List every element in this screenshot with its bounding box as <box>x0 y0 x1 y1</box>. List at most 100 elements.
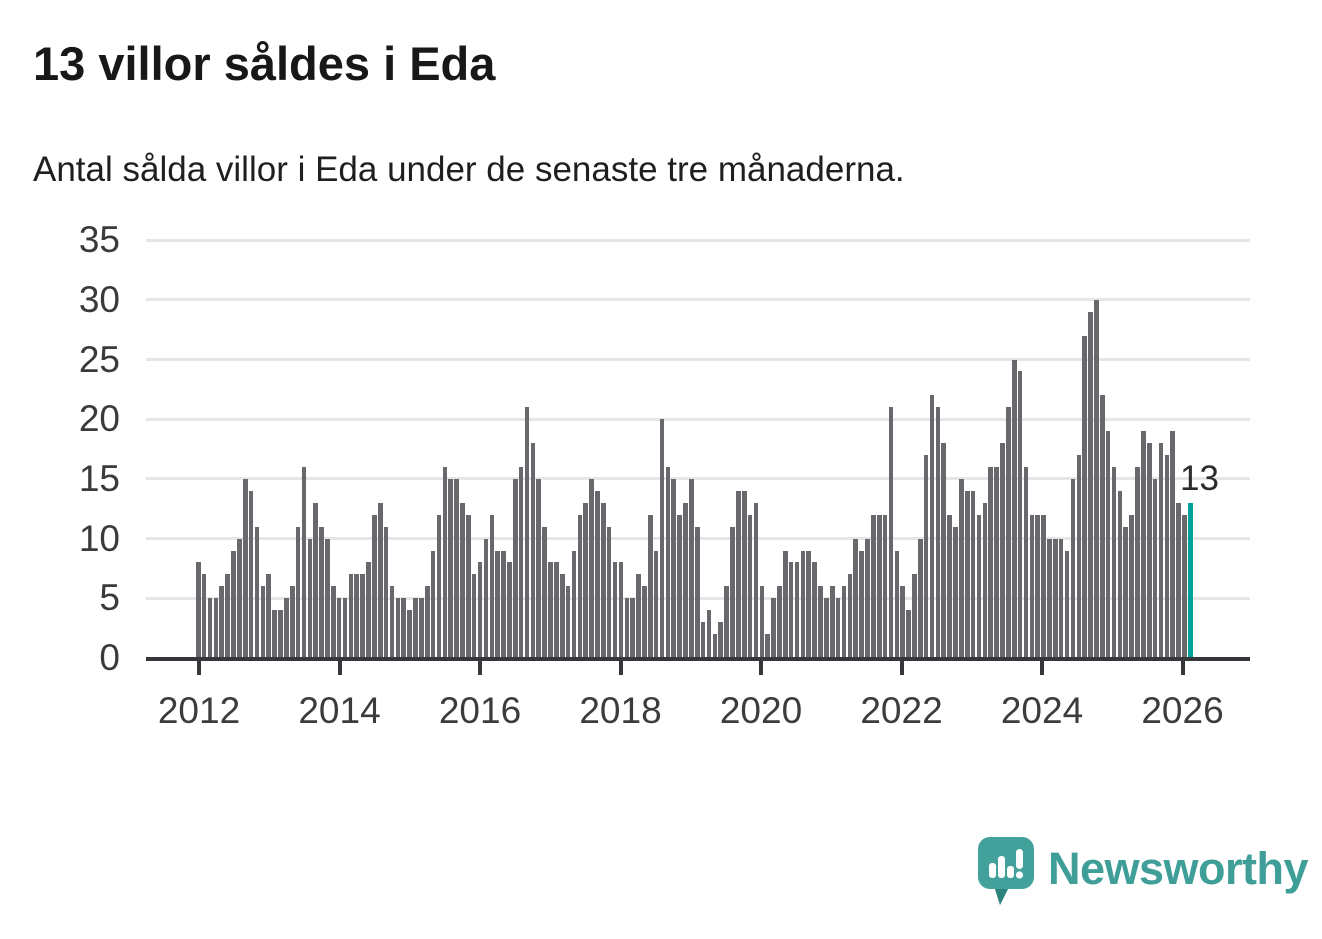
bar <box>747 514 753 658</box>
y-axis-tick-label: 25 <box>78 338 120 380</box>
x-axis-tick-label: 2014 <box>298 690 381 731</box>
bar <box>331 586 336 658</box>
x-axis-tick <box>1040 658 1044 675</box>
bar <box>342 598 348 658</box>
bar <box>783 550 788 658</box>
bar <box>471 574 477 658</box>
gridline <box>146 298 1250 302</box>
bar <box>606 526 612 658</box>
bar <box>800 550 806 658</box>
bar <box>424 586 430 658</box>
bar <box>642 586 647 658</box>
bar <box>829 586 835 658</box>
bar <box>589 478 594 658</box>
bar <box>1029 514 1035 658</box>
bar <box>624 598 630 658</box>
bar <box>671 478 677 658</box>
bar <box>1129 514 1134 658</box>
bar <box>507 562 512 658</box>
bar <box>372 514 377 658</box>
bar <box>419 598 424 658</box>
bar <box>354 574 360 658</box>
chart-subtitle: Antal sålda villor i Eda under de senast… <box>33 150 905 189</box>
bar <box>630 598 635 658</box>
bar <box>201 574 207 658</box>
bar <box>859 550 864 658</box>
bar <box>583 502 588 658</box>
bar <box>237 538 242 658</box>
x-axis-tick-label: 2022 <box>860 690 943 731</box>
bar <box>741 490 747 658</box>
bar <box>970 490 976 658</box>
bar <box>278 610 283 658</box>
bar <box>788 562 794 658</box>
bar <box>530 443 536 658</box>
page-title: 13 villor såldes i Eda <box>33 37 496 90</box>
x-axis-tick <box>759 658 763 675</box>
bar <box>383 526 389 658</box>
bar <box>524 407 530 658</box>
bar <box>712 634 718 658</box>
bar <box>947 514 952 658</box>
bar <box>841 586 847 658</box>
bar <box>307 538 313 658</box>
x-axis-tick <box>899 658 904 675</box>
bar <box>272 610 277 658</box>
bar <box>771 598 776 658</box>
gridline <box>146 358 1250 361</box>
bar <box>636 574 641 658</box>
bar <box>777 586 782 658</box>
y-axis-tick-label: 30 <box>78 278 120 320</box>
bar <box>301 466 307 658</box>
bar <box>1182 514 1187 658</box>
bar <box>847 574 853 658</box>
bar <box>430 550 436 658</box>
bar <box>536 478 542 658</box>
bar <box>260 586 266 658</box>
bar <box>736 490 741 658</box>
bar <box>325 538 330 658</box>
bar <box>1158 443 1164 658</box>
bar <box>565 586 571 658</box>
bar <box>976 514 982 658</box>
y-axis-tick-label: 15 <box>78 457 120 499</box>
bar <box>1094 299 1099 658</box>
bar <box>518 466 524 658</box>
bar <box>595 490 600 658</box>
x-axis-line <box>146 657 1250 661</box>
bar <box>284 598 289 658</box>
bar <box>1070 478 1076 658</box>
bar <box>1123 526 1129 658</box>
bar <box>677 514 682 658</box>
bar <box>395 598 401 658</box>
y-axis-tick-label: 35 <box>78 219 120 261</box>
bar <box>618 562 624 658</box>
bar <box>1088 311 1093 658</box>
bar <box>835 598 841 658</box>
bar <box>730 526 735 658</box>
bar <box>413 598 418 658</box>
bar <box>495 550 500 658</box>
bar <box>1041 514 1046 658</box>
bar <box>912 574 917 658</box>
x-axis-tick <box>1180 658 1185 675</box>
y-axis-tick-label: 0 <box>99 637 120 678</box>
bar <box>266 574 272 658</box>
bar <box>1099 395 1105 658</box>
bar <box>196 562 201 658</box>
bar <box>1164 455 1170 658</box>
newsworthy-logo: Newsworthy <box>978 837 1309 916</box>
newsworthy-logo-text: Newsworthy <box>1048 843 1309 894</box>
bar <box>360 574 365 658</box>
bar <box>319 526 324 658</box>
bar <box>242 478 248 658</box>
bar <box>295 526 301 658</box>
bar <box>964 490 970 658</box>
bar <box>612 562 618 658</box>
bar <box>1064 550 1070 658</box>
y-axis-tick-label: 20 <box>78 398 120 440</box>
bar <box>1105 431 1111 658</box>
bar <box>1111 466 1117 658</box>
bar <box>1146 443 1152 658</box>
bar <box>900 586 905 658</box>
